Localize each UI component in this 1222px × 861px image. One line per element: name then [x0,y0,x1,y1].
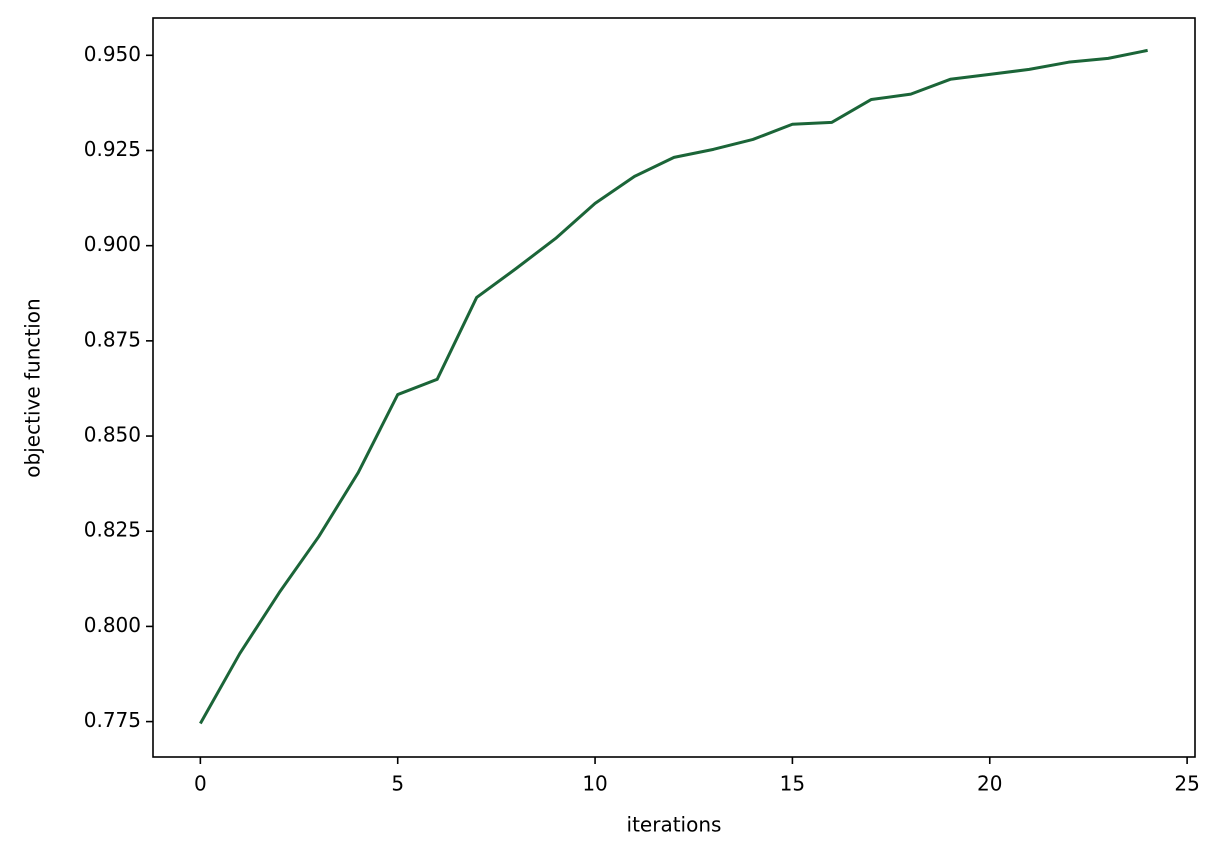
x-tick-label: 5 [391,772,404,796]
y-tick-label: 0.825 [84,518,141,542]
y-tick-label: 0.775 [84,708,141,732]
y-tick-label: 0.875 [84,327,141,351]
x-axis-label: iterations [627,813,722,837]
x-tick-label: 15 [780,772,805,796]
y-tick-label: 0.900 [84,232,141,256]
x-tick-label: 0 [194,772,207,796]
y-tick-label: 0.800 [84,613,141,637]
x-tick-label: 20 [977,772,1002,796]
x-tick-label: 10 [582,772,607,796]
x-tick-label: 25 [1174,772,1199,796]
line [199,48,1148,725]
y-tick-label: 0.950 [84,42,141,66]
y-axis-label: objective function [21,298,45,477]
y-tick-label: 0.925 [84,137,141,161]
plot-frame [152,17,1196,758]
y-tick-label: 0.850 [84,423,141,447]
